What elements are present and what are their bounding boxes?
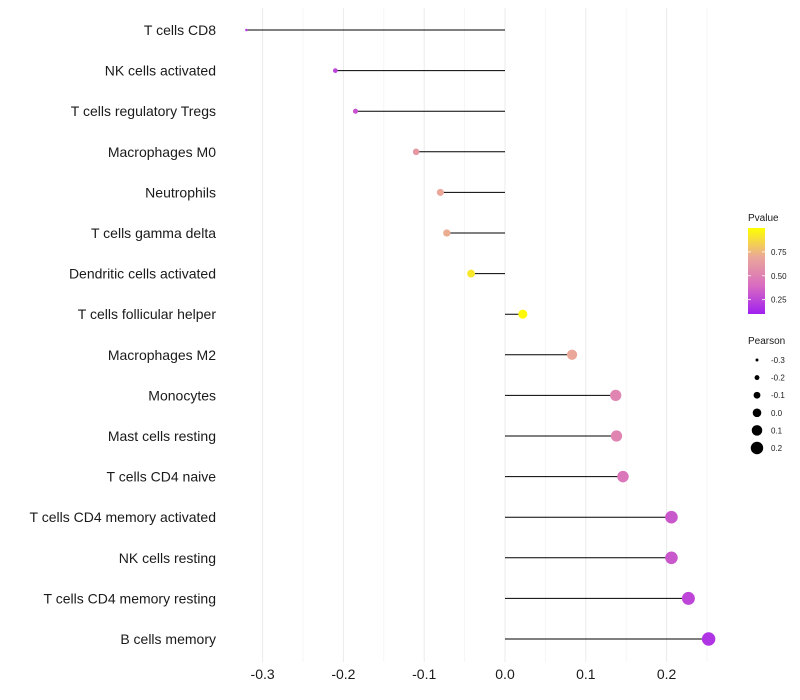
pearson-legend-label-3: 0.0 — [771, 409, 783, 418]
y-tick-label-1: NK cells activated — [105, 63, 216, 79]
x-tick-label-4: 0.1 — [576, 666, 596, 682]
pvalue-tick-label-2: 0.25 — [771, 296, 787, 305]
pearson-legend-label-1: -0.2 — [771, 374, 785, 383]
pearson-legend-label-2: -0.1 — [771, 391, 785, 400]
y-tick-label-4: Neutrophils — [145, 184, 216, 200]
y-tick-label-7: T cells follicular helper — [78, 306, 217, 322]
pearson-legend-label-0: -0.3 — [771, 356, 785, 365]
data-point-15 — [701, 632, 716, 646]
lollipop-stems — [246, 29, 709, 640]
x-tick-label-2: -0.1 — [412, 666, 436, 682]
data-point-8 — [566, 349, 578, 360]
data-point-7 — [518, 309, 528, 319]
pearson-legend-key-3 — [752, 408, 762, 418]
pvalue-tick-label-1: 0.50 — [771, 272, 787, 281]
y-tick-label-6: Dendritic cells activated — [69, 266, 216, 282]
data-point-1 — [332, 68, 338, 73]
y-tick-label-13: NK cells resting — [119, 550, 216, 566]
y-tick-label-8: Macrophages M2 — [108, 347, 216, 363]
pearson-legend-label-4: 0.1 — [771, 426, 783, 435]
y-tick-label-2: T cells regulatory Tregs — [71, 103, 216, 119]
y-tick-label-11: T cells CD4 naive — [107, 469, 217, 485]
data-point-10 — [610, 430, 623, 442]
x-tick-label-5: 0.2 — [657, 666, 677, 682]
lollipop-points — [245, 28, 716, 646]
pearson-legend-label-5: 0.2 — [771, 444, 783, 453]
pvalue-legend: Pvalue 0.75 0.50 0.25 — [748, 213, 787, 314]
y-tick-label-12: T cells CD4 memory activated — [30, 509, 216, 525]
x-axis-labels: -0.3 -0.2 -0.1 0.0 0.1 0.2 — [251, 666, 677, 682]
data-point-12 — [665, 510, 678, 524]
pvalue-legend-title: Pvalue — [748, 213, 779, 224]
x-tick-label-1: -0.2 — [331, 666, 355, 682]
y-tick-label-15: B cells memory — [120, 631, 216, 647]
pearson-legend: Pearson -0.3 -0.2 -0.1 0.0 0.1 0.2 — [748, 336, 785, 455]
pearson-legend-key-2 — [753, 391, 761, 399]
pearson-legend-key-4 — [751, 425, 763, 436]
x-tick-label-3: 0.0 — [495, 666, 515, 682]
pearson-legend-title: Pearson — [748, 336, 785, 347]
pvalue-colorbar — [748, 228, 765, 314]
data-point-14 — [681, 591, 695, 605]
data-point-11 — [617, 470, 629, 483]
y-tick-label-10: Mast cells resting — [108, 428, 216, 444]
pvalue-tick-label-0: 0.75 — [771, 248, 787, 257]
x-tick-label-0: -0.3 — [251, 666, 275, 682]
data-point-5 — [443, 229, 451, 237]
data-point-9 — [610, 389, 622, 402]
pearson-legend-key-0 — [755, 358, 759, 362]
data-point-3 — [412, 148, 420, 156]
data-point-2 — [352, 108, 359, 114]
y-tick-label-3: Macrophages M0 — [108, 144, 216, 160]
pearson-legend-key-1 — [754, 375, 760, 381]
y-tick-label-0: T cells CD8 — [144, 22, 216, 38]
data-point-6 — [467, 269, 475, 278]
y-axis-labels: T cells CD8 NK cells activated T cells reg… — [30, 22, 217, 647]
y-tick-label-5: T cells gamma delta — [91, 225, 216, 241]
data-point-0 — [245, 28, 248, 32]
data-point-13 — [665, 551, 678, 565]
grid-lines — [262, 8, 708, 662]
y-tick-label-9: Monocytes — [148, 387, 216, 403]
y-tick-label-14: T cells CD4 memory resting — [44, 590, 216, 606]
pearson-legend-key-5 — [750, 441, 764, 455]
data-point-4 — [436, 188, 444, 196]
